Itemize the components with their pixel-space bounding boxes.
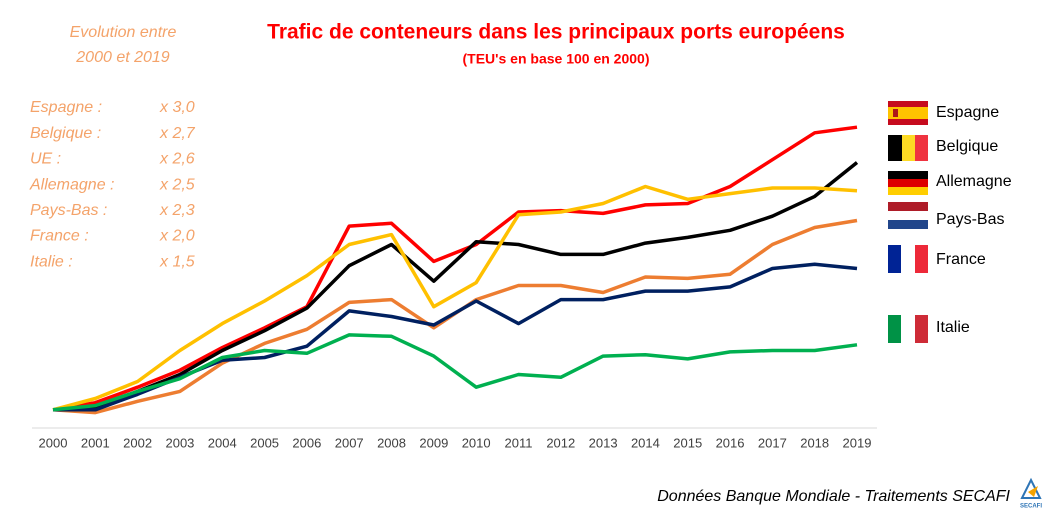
legend-label: Pays-Bas	[936, 211, 1004, 228]
series-line	[52, 125, 858, 412]
note-country: UE :	[30, 151, 61, 168]
chart-subtitle: (TEU's en base 100 en 2000)	[463, 51, 650, 67]
note-country: Espagne :	[30, 99, 102, 116]
x-tick-label: 2013	[589, 435, 618, 450]
x-tick-label: 2018	[800, 435, 829, 450]
x-tick-label: 2007	[335, 435, 364, 450]
series-line	[52, 161, 859, 412]
logo: SECAFI	[1020, 477, 1042, 510]
x-tick-label: 2005	[250, 435, 279, 450]
x-tick-label: 2017	[758, 435, 787, 450]
note-title: Evolution entre	[70, 24, 177, 41]
note-factor: x 1,5	[159, 253, 195, 270]
x-tick-label: 2016	[716, 435, 745, 450]
flag-italie	[888, 315, 928, 343]
x-tick-label: 2015	[673, 435, 702, 450]
x-tick-label: 2009	[419, 435, 448, 450]
flag-belgique	[888, 135, 928, 161]
legend-label: Italie	[936, 319, 970, 336]
note-factor: x 2,0	[159, 228, 195, 245]
chart-title: Trafic de conteneurs dans les principaux…	[267, 21, 845, 44]
x-tick-label: 2004	[208, 435, 237, 450]
legend-label: Espagne	[936, 104, 999, 121]
logo-icon	[1028, 486, 1038, 497]
note-country: Italie :	[30, 253, 73, 270]
x-tick-label: 2014	[631, 435, 660, 450]
note-factor: x 2,7	[159, 125, 196, 142]
flag-allemagne	[888, 171, 928, 195]
flag-france	[888, 245, 928, 273]
series-line	[52, 333, 858, 412]
legend-label: France	[936, 251, 986, 268]
note-title: 2000 et 2019	[75, 49, 170, 66]
note-country: France :	[30, 228, 89, 245]
note-country: Belgique :	[30, 125, 101, 142]
legend-label: Allemagne	[936, 173, 1012, 190]
note-country: Pays-Bas :	[30, 202, 107, 219]
note-factor: x 2,5	[159, 176, 195, 193]
x-tick-label: 2000	[39, 435, 68, 450]
x-tick-label: 2003	[165, 435, 194, 450]
x-tick-label: 2001	[81, 435, 110, 450]
note-factor: x 3,0	[159, 99, 195, 116]
note-factor: x 2,3	[159, 202, 195, 219]
flag-pays-bas	[888, 202, 928, 229]
x-tick-label: 2011	[504, 435, 532, 450]
logo-text: SECAFI	[1020, 504, 1042, 510]
flag-espagne	[888, 101, 928, 125]
x-tick-label: 2002	[123, 435, 152, 450]
series-line	[52, 184, 858, 412]
note-country: Allemagne :	[29, 176, 115, 193]
legend-label: Belgique	[936, 138, 998, 155]
x-tick-label: 2019	[843, 435, 872, 450]
x-tick-label: 2008	[377, 435, 406, 450]
x-tick-label: 2006	[292, 435, 321, 450]
source: Données Banque Mondiale - Traitements SE…	[657, 488, 1010, 505]
x-tick-label: 2012	[546, 435, 575, 450]
note-factor: x 2,6	[159, 151, 195, 168]
x-tick-label: 2010	[462, 435, 491, 450]
